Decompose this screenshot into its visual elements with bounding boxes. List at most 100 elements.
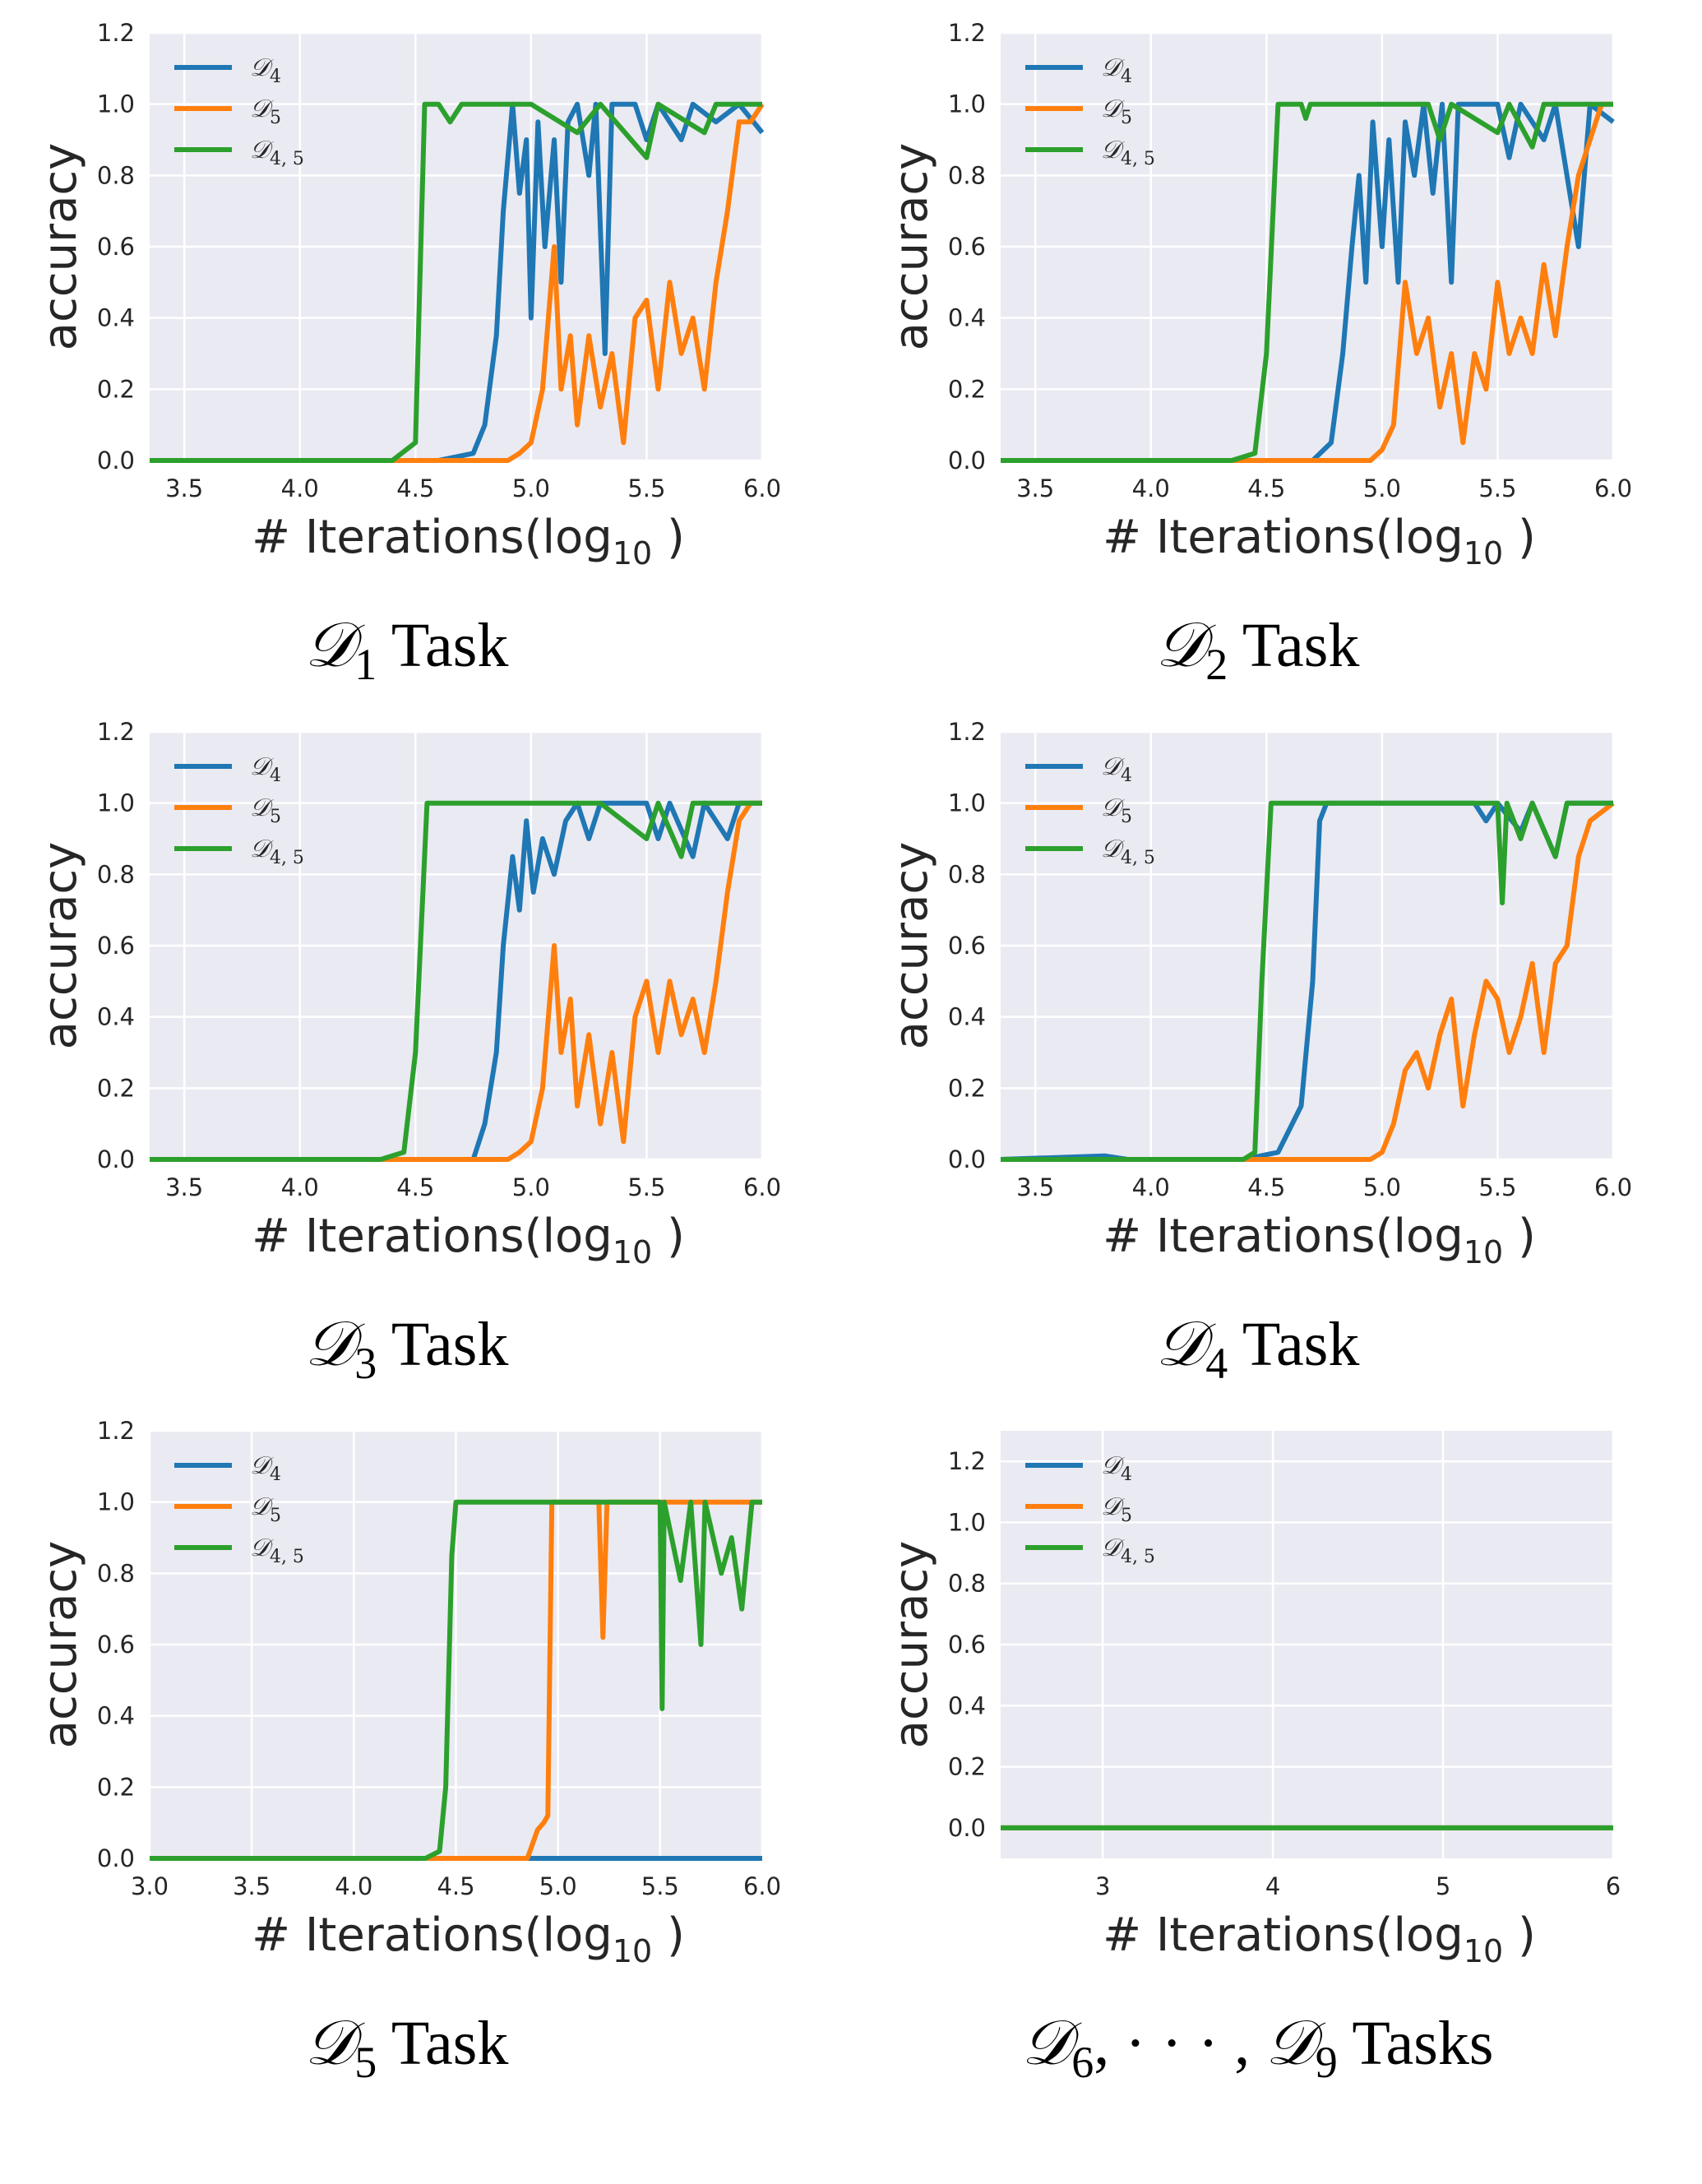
y-tick-label: 0.0 bbox=[97, 447, 135, 474]
chart-5: 0.0 0.2 0.4 0.6 0.8 1.0 1.2 3.0 3.5 4.0 4.5 5.0 5.5 6… bbox=[34, 1417, 781, 2087]
panel-caption: 𝒟3 Task bbox=[305, 1307, 509, 1388]
chart-panel-2: 0.0 0.2 0.4 0.6 0.8 1.0 1.2 3.5 4.0 4.5 5.0 5.5 6.0 𝒟… bbox=[851, 0, 1702, 699]
series-line-D45 bbox=[150, 1499, 762, 1861]
legend-label-D45: 𝒟4, 5 bbox=[1101, 1534, 1155, 1567]
x-tick-label: 5.5 bbox=[627, 1173, 665, 1201]
y-axis-label: accuracy bbox=[34, 143, 87, 351]
y-tick-label: 0.8 bbox=[97, 161, 135, 189]
y-axis-label: accuracy bbox=[885, 1541, 938, 1749]
y-tick-label: 0.4 bbox=[97, 1003, 135, 1031]
x-tick-label: 4.5 bbox=[1247, 1173, 1285, 1201]
y-tick-label: 0.4 bbox=[97, 304, 135, 332]
x-axis-label: # Iterations(log10 ) bbox=[1103, 511, 1536, 571]
x-tick-label: 6 bbox=[1606, 1872, 1621, 1900]
y-tick-label: 0.8 bbox=[948, 860, 986, 888]
series-line-D4 bbox=[150, 101, 765, 463]
y-tick-label: 0.2 bbox=[948, 375, 986, 403]
x-tick-label: 3.5 bbox=[233, 1872, 271, 1900]
chart-panel-5: 0.0 0.2 0.4 0.6 0.8 1.0 1.2 3.0 3.5 4.0 4.5 5.0 5.5 6… bbox=[0, 1398, 851, 2097]
x-tick-label: 4.5 bbox=[437, 1872, 474, 1900]
y-tick-label: 0.8 bbox=[948, 161, 986, 189]
panel-caption: 𝒟6, · · · , 𝒟9 Tasks bbox=[1022, 2006, 1494, 2087]
series-line-D45 bbox=[1001, 101, 1613, 463]
x-tick-label: 6.0 bbox=[1594, 1173, 1632, 1201]
y-tick-label: 0.4 bbox=[948, 1691, 986, 1719]
y-axis-label: accuracy bbox=[34, 842, 87, 1050]
series-line-D5 bbox=[150, 103, 765, 463]
x-tick-label: 3.0 bbox=[131, 1872, 169, 1900]
panel-caption: 𝒟5 Task bbox=[305, 2006, 509, 2087]
panel-caption: 𝒟4 Task bbox=[1156, 1307, 1360, 1388]
x-tick-label: 4.5 bbox=[1247, 474, 1285, 502]
x-tick-label: 5.0 bbox=[512, 1173, 550, 1201]
y-tick-label: 1.0 bbox=[948, 1508, 986, 1536]
x-tick-label: 6.0 bbox=[743, 1173, 781, 1201]
x-tick-label: 4.0 bbox=[281, 474, 319, 502]
y-tick-label: 0.0 bbox=[97, 1844, 135, 1872]
y-tick-label: 1.2 bbox=[948, 19, 986, 47]
y-tick-label: 0.8 bbox=[97, 1559, 135, 1587]
x-tick-label: 4.5 bbox=[396, 1173, 434, 1201]
legend-label-D4: 𝒟4 bbox=[1101, 1451, 1132, 1485]
y-tick-label: 0.8 bbox=[97, 860, 135, 888]
x-axis-label: # Iterations(log10 ) bbox=[252, 511, 685, 571]
panel-caption: 𝒟2 Task bbox=[1156, 608, 1360, 689]
y-tick-label: 1.0 bbox=[948, 90, 986, 118]
y-tick-label: 1.2 bbox=[97, 1417, 135, 1445]
chart-panel-3: 0.0 0.2 0.4 0.6 0.8 1.0 1.2 3.5 4.0 4.5 5.0 5.5 6.0 𝒟… bbox=[0, 699, 851, 1398]
x-tick-label: 5.5 bbox=[627, 474, 665, 502]
y-tick-label: 0.6 bbox=[948, 233, 986, 261]
x-tick-label: 4.0 bbox=[281, 1173, 319, 1201]
x-tick-label: 4.0 bbox=[1132, 474, 1170, 502]
x-tick-label: 3.5 bbox=[1016, 1173, 1054, 1201]
chart-panel-4: 0.0 0.2 0.4 0.6 0.8 1.0 1.2 3.5 4.0 4.5 5.0 5.5 6.0 𝒟… bbox=[851, 699, 1702, 1398]
x-tick-label: 5.0 bbox=[512, 474, 550, 502]
series-line-D45 bbox=[150, 800, 762, 1162]
y-tick-label: 0.6 bbox=[948, 1631, 986, 1659]
y-tick-label: 0.6 bbox=[948, 932, 986, 960]
y-tick-label: 1.0 bbox=[97, 90, 135, 118]
x-tick-label: 5.5 bbox=[1478, 474, 1516, 502]
legend-label-D45: 𝒟4, 5 bbox=[1101, 136, 1155, 169]
legend-label-D45: 𝒟4, 5 bbox=[1101, 835, 1155, 868]
y-tick-label: 1.2 bbox=[97, 19, 135, 47]
series-line-D4 bbox=[1001, 101, 1615, 463]
x-tick-label: 4 bbox=[1265, 1872, 1280, 1900]
chart-1: 0.0 0.2 0.4 0.6 0.8 1.0 1.2 3.5 4.0 4.5 5.0 5.5 6.0 𝒟… bbox=[34, 19, 781, 689]
x-axis-label: # Iterations(log10 ) bbox=[252, 1210, 685, 1270]
x-tick-label: 3.5 bbox=[165, 1173, 203, 1201]
y-tick-label: 0.6 bbox=[97, 1631, 135, 1659]
chart-2: 0.0 0.2 0.4 0.6 0.8 1.0 1.2 3.5 4.0 4.5 5.0 5.5 6.0 𝒟… bbox=[885, 19, 1632, 689]
y-tick-label: 1.0 bbox=[948, 789, 986, 817]
y-tick-label: 1.2 bbox=[948, 1447, 986, 1475]
x-tick-label: 5.0 bbox=[539, 1872, 577, 1900]
x-tick-label: 6.0 bbox=[743, 474, 781, 502]
chart-panel-1: 0.0 0.2 0.4 0.6 0.8 1.0 1.2 3.5 4.0 4.5 5.0 5.5 6.0 𝒟… bbox=[0, 0, 851, 699]
x-tick-label: 6.0 bbox=[1594, 474, 1632, 502]
series-line-D5 bbox=[150, 800, 762, 1162]
y-tick-label: 0.0 bbox=[948, 1145, 986, 1173]
x-tick-label: 5.5 bbox=[1478, 1173, 1516, 1201]
x-tick-label: 6.0 bbox=[743, 1872, 781, 1900]
y-tick-label: 1.2 bbox=[97, 718, 135, 746]
series-line-D45 bbox=[1001, 800, 1613, 1162]
y-tick-label: 0.4 bbox=[948, 304, 986, 332]
chart-3: 0.0 0.2 0.4 0.6 0.8 1.0 1.2 3.5 4.0 4.5 5.0 5.5 6.0 𝒟… bbox=[34, 718, 781, 1388]
y-tick-label: 0.0 bbox=[97, 1145, 135, 1173]
x-tick-label: 5.0 bbox=[1363, 1173, 1401, 1201]
x-axis-label: # Iterations(log10 ) bbox=[252, 1909, 685, 1969]
x-tick-label: 5 bbox=[1436, 1872, 1450, 1900]
x-tick-label: 4.5 bbox=[396, 474, 434, 502]
x-axis-label: # Iterations(log10 ) bbox=[1103, 1210, 1536, 1270]
y-tick-label: 1.2 bbox=[948, 718, 986, 746]
y-axis-label: accuracy bbox=[885, 842, 938, 1050]
y-tick-label: 1.0 bbox=[97, 789, 135, 817]
y-tick-label: 0.0 bbox=[948, 447, 986, 474]
y-tick-label: 0.2 bbox=[97, 1074, 135, 1102]
y-tick-label: 0.2 bbox=[97, 1773, 135, 1801]
y-tick-label: 0.4 bbox=[948, 1003, 986, 1031]
y-axis-label: accuracy bbox=[885, 143, 938, 351]
x-axis-label: # Iterations(log10 ) bbox=[1103, 1909, 1536, 1969]
series-line-D5 bbox=[1001, 801, 1615, 1162]
chart-panel-6: 0.0 0.2 0.4 0.6 0.8 1.0 1.2 3 4 5 6 𝒟4 𝒟5 𝒟4, 5 accura… bbox=[851, 1398, 1702, 2097]
